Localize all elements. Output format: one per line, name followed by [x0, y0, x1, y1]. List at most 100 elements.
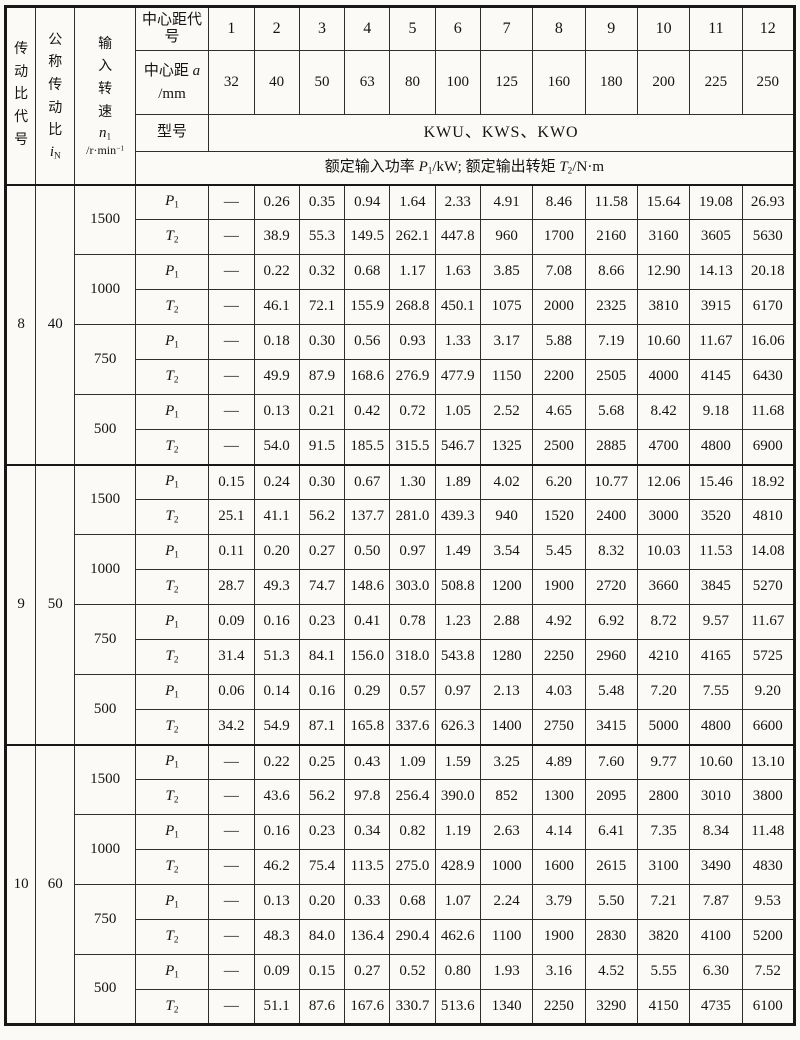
value-cell: 2.63: [479, 814, 534, 850]
center-distance-cell: 32: [208, 50, 255, 115]
row-symbol-p1: P1: [134, 324, 210, 360]
value-cell: 0.23: [298, 604, 346, 640]
value-cell: 4.91: [479, 183, 534, 220]
value-cell: 2250: [532, 989, 586, 1025]
value-cell: 1325: [479, 429, 534, 465]
value-cell: 390.0: [434, 779, 481, 815]
table-row: 8 40 1500 P1—0.26 0.35 0.94 1.64 2.33 4.91 8.46 11…: [4, 183, 796, 465]
value-cell: 8.32: [584, 534, 638, 570]
table-row: T2—51.1 87.6 167.6 330.7 513.6 1340 2250 3290 41…: [6, 989, 796, 1025]
value-cell: 3100: [636, 849, 691, 885]
row-symbol-t2: T2: [134, 849, 210, 885]
row-symbol-p1: P1: [134, 743, 210, 780]
value-cell: 4800: [689, 429, 743, 465]
value-cell: 2.33: [434, 183, 481, 220]
value-cell: 1.09: [389, 743, 436, 780]
value-cell: 11.53: [689, 534, 743, 570]
value-cell: 2160: [584, 219, 638, 255]
nominal-ratio-cell: 50: [35, 463, 76, 745]
center-code-header-label: 中心距代号: [134, 6, 210, 51]
table-row: 1000 P1—0.16 0.23 0.34 0.82 1.19 2.63 4.14 6.41 7…: [6, 814, 796, 885]
value-cell: 1.93: [479, 954, 534, 990]
table-row: 1000 P1 0.11 0.20 0.27 0.50 0.97 1.49 3.54 5.45 8.…: [6, 534, 796, 605]
value-cell: 10.03: [636, 534, 691, 570]
value-cell: 0.27: [298, 534, 346, 570]
center-code-cell: 1: [208, 6, 255, 51]
nominal-ratio-label: 公称传动比: [48, 32, 63, 139]
value-cell: 11.58: [584, 183, 638, 220]
ratio-code-cell: 9: [4, 463, 37, 745]
row-symbol-t2: T2: [134, 919, 210, 955]
value-cell: 6100: [741, 989, 796, 1025]
row-symbol-t2: T2: [134, 779, 210, 815]
header-row-rating: 额定输入功率 P1/kW; 额定输出转矩 T2/N·m: [6, 151, 796, 185]
row-symbol-t2: T2: [134, 639, 210, 675]
speed-cell: 1000: [74, 254, 136, 325]
speed-cell: 500: [74, 674, 136, 745]
value-cell: 1600: [532, 849, 586, 885]
value-cell: 3490: [689, 849, 743, 885]
value-cell: 6.41: [584, 814, 638, 850]
value-cell: 18.92: [741, 463, 796, 500]
value-cell: 20.18: [741, 254, 796, 290]
header-row-center-code: 传动比代号 公称传动比 iN 输入转速 n1 /r·min−1 中心距代号 1 …: [4, 6, 796, 185]
value-cell: 0.52: [389, 954, 436, 990]
value-cell: 0.27: [344, 954, 391, 990]
value-cell: 0.30: [298, 324, 346, 360]
value-cell: 1.63: [434, 254, 481, 290]
speed-cell: 750: [74, 884, 136, 955]
center-code-cell: 12: [741, 6, 796, 51]
value-cell: 8.66: [584, 254, 638, 290]
value-cell: 97.8: [344, 779, 391, 815]
table-row: T2 34.2 54.9 87.1 165.8 337.6 626.3 1400 2750 341…: [6, 709, 796, 745]
value-cell: 4.14: [532, 814, 586, 850]
value-cell: 1340: [479, 989, 534, 1025]
value-cell: 0.82: [389, 814, 436, 850]
value-cell: 940: [479, 499, 534, 535]
value-cell: 0.68: [389, 884, 436, 920]
speed-cell: 750: [74, 324, 136, 395]
value-cell: 3.85: [479, 254, 534, 290]
value-cell: 9.57: [689, 604, 743, 640]
value-cell: 26.93: [741, 183, 796, 220]
value-cell: 11.67: [741, 604, 796, 640]
table-row: T2 25.1 41.1 56.2 137.7 281.0 439.3 940 1520 2400…: [6, 499, 796, 535]
value-cell: 2500: [532, 429, 586, 465]
value-cell: 5200: [741, 919, 796, 955]
value-cell: 2750: [532, 709, 586, 745]
center-code-cell: 6: [434, 6, 481, 51]
value-cell: 1.89: [434, 463, 481, 500]
value-cell: 2400: [584, 499, 638, 535]
center-distance-cell: 40: [253, 50, 300, 115]
center-code-cell: 7: [479, 6, 534, 51]
value-cell: 7.87: [689, 884, 743, 920]
speed-cell: 1500: [74, 743, 136, 815]
table-row: T2—43.6 56.2 97.8 256.4 390.0 852 1300 2095 2800…: [6, 779, 796, 815]
value-cell: 4.65: [532, 394, 586, 430]
value-cell: 3845: [689, 569, 743, 605]
value-cell: 51.3: [253, 639, 300, 675]
center-code-cell: 11: [689, 6, 743, 51]
value-cell: 84.0: [298, 919, 346, 955]
value-cell: —: [208, 919, 255, 955]
value-cell: 0.06: [208, 674, 255, 710]
value-cell: 2250: [532, 639, 586, 675]
center-distance-cell: 160: [532, 50, 586, 115]
value-cell: 0.16: [253, 604, 300, 640]
value-cell: —: [208, 359, 255, 395]
value-cell: 12.06: [636, 463, 691, 500]
model-value: KWU、KWS、KWO: [208, 114, 795, 152]
row-symbol-t2: T2: [134, 709, 210, 745]
value-cell: 7.52: [741, 954, 796, 990]
value-cell: 0.97: [389, 534, 436, 570]
value-cell: 87.1: [298, 709, 346, 745]
value-cell: 2.13: [479, 674, 534, 710]
value-cell: 1400: [479, 709, 534, 745]
speed-cell: 500: [74, 954, 136, 1025]
value-cell: 9.53: [741, 884, 796, 920]
value-cell: 5630: [741, 219, 796, 255]
value-cell: 7.35: [636, 814, 691, 850]
table-row: 500 P1—0.13 0.21 0.42 0.72 1.05 2.52 4.65 5.68 8.…: [6, 394, 796, 465]
value-cell: 5.68: [584, 394, 638, 430]
value-cell: 1900: [532, 919, 586, 955]
